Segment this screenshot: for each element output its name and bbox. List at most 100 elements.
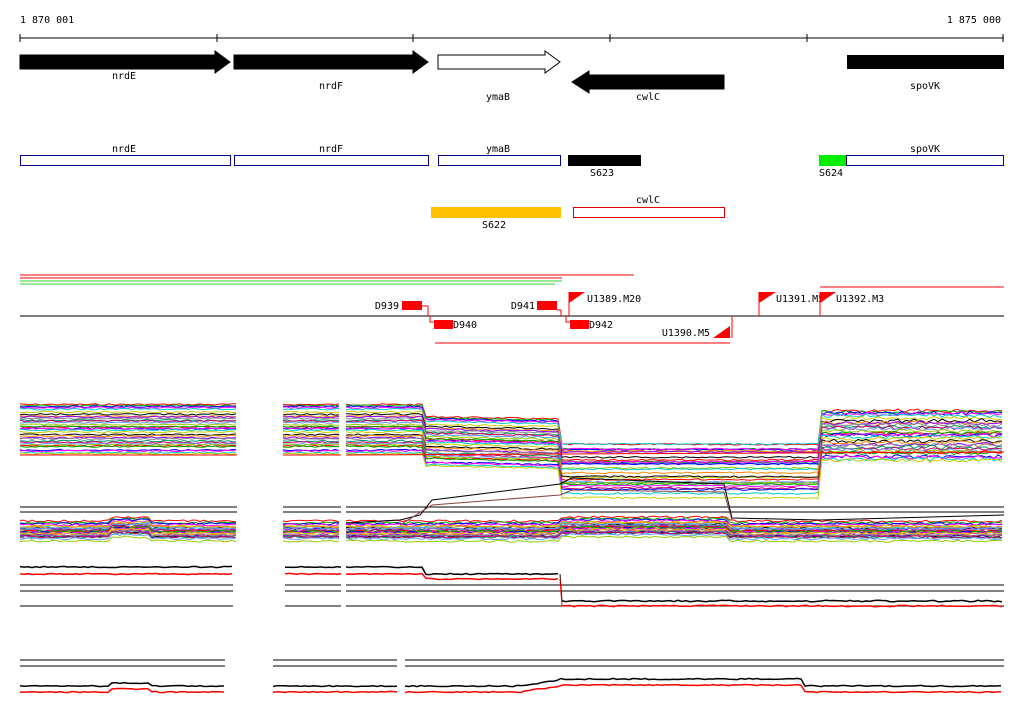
- signal-line: [282, 439, 340, 443]
- signal-line: [282, 415, 340, 419]
- annotation-label-cwlC: cwlC: [636, 195, 660, 206]
- signal-line: [282, 523, 340, 527]
- down-marker-D941[interactable]: [537, 301, 557, 310]
- signal-line: [20, 519, 237, 527]
- expression-track-1: [19, 403, 1005, 500]
- signal-line: [19, 531, 237, 539]
- down-marker-D942[interactable]: [570, 320, 589, 329]
- annotation-label-nrdE: nrdE: [112, 144, 136, 155]
- gene-arrow-cwlC[interactable]: [571, 70, 725, 94]
- signal-line: [282, 421, 340, 424]
- signal-line: [282, 443, 340, 446]
- signal-line: [399, 489, 733, 526]
- expression-track-3: [19, 565, 1004, 608]
- signal-line: [19, 535, 237, 543]
- down-label-D939: D939: [375, 301, 399, 312]
- signal-line: [19, 407, 237, 411]
- signal-line: [19, 529, 237, 537]
- annotation-row-2: S622 cwlC: [431, 195, 725, 231]
- signal-line: [345, 407, 1003, 446]
- annotation-label-nrdF: nrdF: [319, 144, 343, 155]
- signal-line: [282, 428, 340, 432]
- segment-S624[interactable]: [819, 155, 846, 166]
- signal-line: [345, 451, 1005, 456]
- signal-line: [282, 519, 340, 523]
- signal-line: [19, 415, 237, 419]
- annotation-box-spoVK[interactable]: [846, 155, 1004, 166]
- signal-line: [19, 403, 237, 406]
- down-marker-D939[interactable]: [402, 301, 422, 310]
- annotation-box-ymaB[interactable]: [438, 155, 561, 166]
- signal-line: [19, 518, 237, 526]
- signal-line: [19, 428, 237, 432]
- gene-arrow-ymaB[interactable]: [437, 50, 561, 74]
- signal-line: [345, 572, 559, 581]
- gene-arrow-nrdF[interactable]: [233, 50, 429, 74]
- annotation-box-cwlC[interactable]: [573, 207, 725, 218]
- signal-line: [284, 565, 342, 569]
- signal-line: [345, 477, 1005, 524]
- up-flag-U1390[interactable]: [713, 326, 730, 338]
- signal-line: [345, 427, 1003, 464]
- signal-line: [19, 523, 237, 532]
- position-ruler: 1 870 001 1 875 000: [19, 15, 1004, 42]
- signal-line: [19, 451, 237, 454]
- signal-line: [19, 517, 237, 525]
- down-marker-D940[interactable]: [434, 320, 453, 329]
- down-connector: [422, 305, 429, 316]
- gene-label-cwlC: cwlC: [636, 92, 660, 103]
- signal-line: [19, 449, 237, 453]
- signal-line: [282, 427, 340, 430]
- signal-line: [19, 430, 237, 434]
- up-flag-U1389[interactable]: [569, 292, 585, 303]
- signal-line: [19, 441, 237, 444]
- signal-line: [19, 419, 237, 423]
- down-connector: [565, 316, 570, 323]
- signal-line: [19, 445, 237, 448]
- expression-track-4: [19, 659, 1004, 694]
- up-label-U1391: U1391.M5: [776, 294, 824, 305]
- annotation-label-spoVK: spoVK: [910, 144, 940, 155]
- ruler-start-label: 1 870 001: [20, 15, 74, 26]
- transcript-lines: [20, 274, 1004, 288]
- gene-arrow-nrdE[interactable]: [19, 50, 231, 74]
- signal-line: [345, 425, 1003, 462]
- signal-line: [19, 413, 237, 416]
- signal-line: [345, 449, 1003, 488]
- up-label-U1390: U1390.M5: [662, 328, 710, 339]
- annotation-box-nrdF[interactable]: [234, 155, 429, 166]
- up-flag-U1392[interactable]: [820, 292, 836, 303]
- signal-line: [282, 526, 340, 530]
- annotation-box-nrdE[interactable]: [20, 155, 231, 166]
- up-flag-U1391[interactable]: [759, 292, 776, 303]
- ruler-end-label: 1 875 000: [947, 15, 1001, 26]
- segment-S622[interactable]: [431, 207, 561, 218]
- signal-line: [559, 578, 563, 607]
- signal-line: [345, 413, 1003, 459]
- signal-line: [345, 533, 1003, 541]
- signal-line: [345, 434, 1003, 475]
- gene-arrow-spoVK[interactable]: [847, 55, 1004, 69]
- signal-line: [282, 403, 340, 406]
- down-connector: [557, 309, 562, 316]
- signal-line: [19, 425, 237, 428]
- segment-label-S624: S624: [819, 168, 843, 179]
- signal-line: [19, 406, 237, 409]
- signal-line: [282, 425, 340, 428]
- signal-line: [19, 421, 237, 424]
- signal-line: [345, 517, 1003, 525]
- annotation-label-ymaB: ymaB: [486, 144, 510, 155]
- segment-S623[interactable]: [568, 155, 641, 166]
- down-label-D942: D942: [589, 320, 613, 331]
- signal-line: [345, 531, 1003, 539]
- signal-line: [282, 417, 340, 420]
- signal-line: [561, 604, 1003, 608]
- signal-line: [19, 572, 233, 576]
- signal-line: [19, 437, 237, 441]
- gene-track: nrdE nrdF ymaB cwlC spoVK: [19, 50, 1004, 103]
- down-connector: [429, 316, 434, 323]
- segment-label-S622: S622: [482, 220, 506, 231]
- signal-line: [282, 452, 340, 456]
- up-label-U1392: U1392.M3: [836, 294, 884, 305]
